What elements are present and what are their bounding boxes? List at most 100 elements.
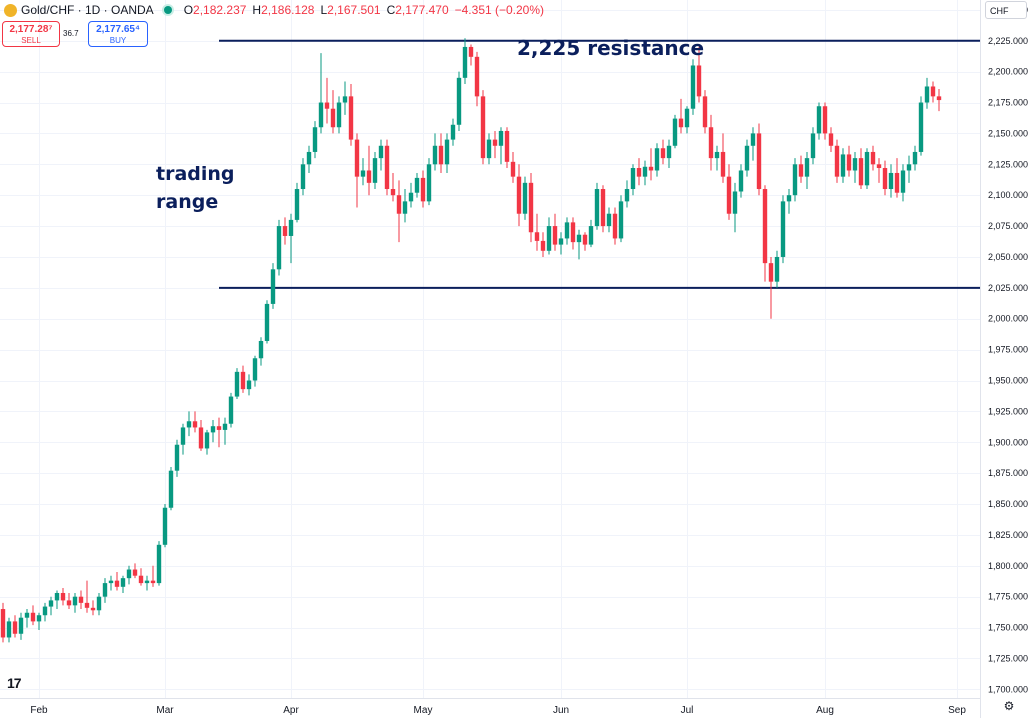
candle [66,592,72,610]
candle [318,53,324,134]
candle-body [570,222,576,243]
candle [78,590,84,610]
candle-body [660,148,666,159]
candle [252,355,258,387]
candle [426,158,432,206]
price-axis[interactable]: 2,250.0002,225.0002,200.0002,175.0002,15… [988,5,1028,694]
candle [858,148,864,190]
candle [804,151,810,190]
candle-body [720,151,726,177]
candle-body [828,133,834,146]
candle [108,575,114,591]
candle-body [150,580,156,584]
price-tick-label: 2,200.000 [988,67,1028,77]
candle [456,71,462,131]
candle [306,145,312,173]
open-label: O [183,3,194,17]
candle-body [312,127,318,152]
candle [600,185,606,233]
candle-body [258,340,264,359]
candle [438,133,444,173]
buy-button[interactable]: 2,177.65⁴ BUY [88,21,148,47]
candle [138,568,144,586]
candle-body [54,592,60,601]
symbol-title[interactable]: Gold/CHF · 1D · OANDA [21,3,154,17]
sell-label: SELL [21,36,41,45]
currency-selector[interactable]: CHF [985,1,1027,19]
candle-body [186,421,192,428]
candle-body [60,592,66,601]
candle [6,617,12,643]
candle [876,158,882,183]
candle-body [300,164,306,190]
candle-body [840,154,846,177]
candle [324,77,330,124]
chart-legend: Gold/CHF · 1D · OANDA O 2,182.237 H 2,186.… [4,2,550,18]
trading-range-annotation: trading range [156,160,276,216]
candle-body [690,65,696,109]
candle-body [600,189,606,227]
candle-body [750,133,756,146]
spread-value: 36.7 [63,29,79,38]
candle-body [936,96,942,101]
candle-body [930,86,936,97]
price-tick-label: 2,175.000 [988,98,1028,108]
candle [378,139,384,171]
candle [738,164,744,198]
price-tick-label: 1,750.000 [988,623,1028,633]
candle [582,232,588,251]
candle-body [390,189,396,196]
candle-body [474,56,480,97]
annotation-lines [219,39,980,289]
candle-body [648,166,654,171]
candle [678,98,684,134]
candle-body [612,213,618,239]
candle [96,592,102,616]
tradingview-logo[interactable]: 17 [7,675,22,691]
candle-body [738,170,744,192]
time-tick-label: Feb [30,705,48,716]
candle-body [534,232,540,241]
time-tick-label: Sep [948,705,966,716]
candle-body [90,607,96,611]
candle [60,588,66,606]
candle-body [768,263,774,282]
candle [246,374,252,396]
sell-button[interactable]: 2,177.28⁷ SELL [2,21,60,47]
candle-body [336,102,342,128]
price-tick-label: 1,725.000 [988,653,1028,663]
candle-body [6,621,12,638]
candle-body [354,139,360,177]
candle-body [0,609,6,638]
candle-body [216,426,222,430]
candle [900,164,906,202]
candle-body [378,145,384,159]
candle-body [702,96,708,128]
low-label: L [320,3,328,17]
candle-body [726,176,732,214]
settings-gear-icon[interactable]: ⚙ [1003,699,1015,713]
candle-body [732,191,738,214]
candle-body [450,124,456,140]
candle-body [132,569,138,576]
candle [558,232,564,255]
candle [936,88,942,112]
candle [654,143,660,177]
candle-body [30,612,36,622]
candle-body [222,423,228,430]
candle [132,563,138,579]
candle-body [756,133,762,190]
candle-body [468,46,474,57]
change-value: −4.351 (−0.20%) [454,3,545,17]
candle-body [798,164,804,177]
candle-body [816,106,822,134]
candle [612,207,618,245]
candle-body [288,219,294,236]
buy-label: BUY [109,36,127,45]
candle-body [66,600,72,606]
time-axis[interactable]: Feb Mar Apr May Jun Jul Aug Sep [30,705,966,716]
candle-body [318,102,324,128]
candle [510,151,516,183]
candle-body [516,176,522,214]
